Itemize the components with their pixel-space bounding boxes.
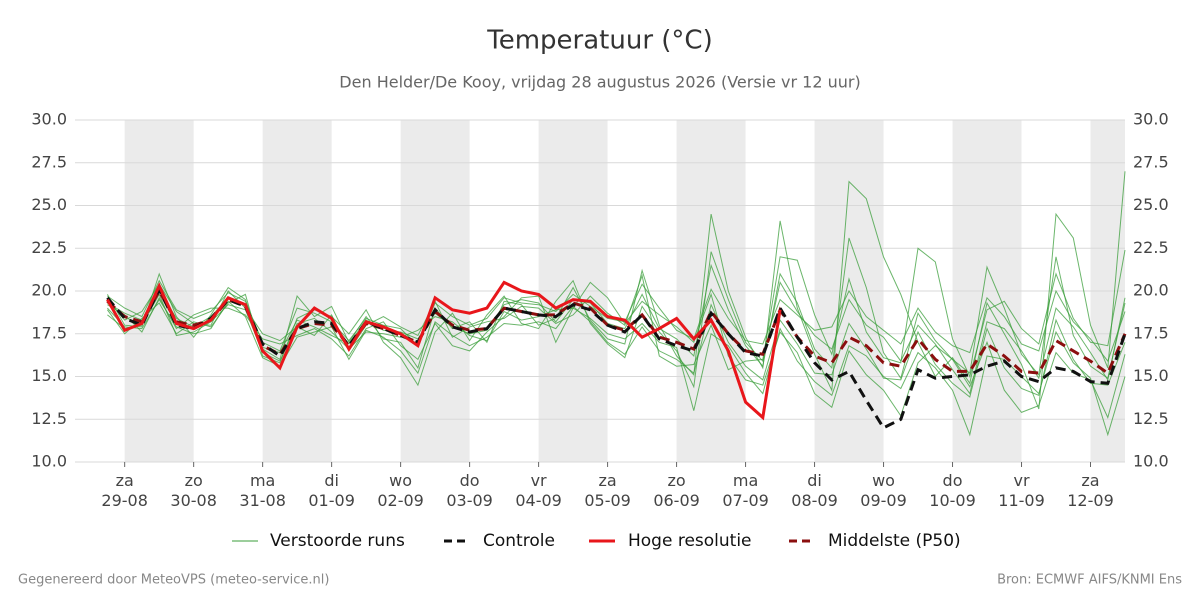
x-tick-label: za 12-09 <box>1067 471 1114 510</box>
x-tick-label: zo 06-09 <box>653 471 700 510</box>
legend-label: Verstoorde runs <box>270 531 405 551</box>
x-tick-label: wo 09-09 <box>860 471 907 510</box>
footer-left: Gegenereerd door MeteoVPS (meteo-service… <box>18 573 329 588</box>
chart-title: Temperatuur (°C) <box>486 26 712 56</box>
y-tick-label: 15.0 <box>31 366 67 385</box>
y2-tick-label: 15.0 <box>1133 366 1169 385</box>
x-tick-label: za 05-09 <box>584 471 631 510</box>
footer-right: Bron: ECMWF AIFS/KNMI Ens <box>997 573 1182 588</box>
y-tick-label: 22.5 <box>31 238 67 257</box>
ensemble-member-line <box>107 293 1126 437</box>
y-tick-label: 27.5 <box>31 152 67 171</box>
legend-label: Hoge resolutie <box>628 531 752 551</box>
chart-subtitle: Den Helder/De Kooy, vrijdag 28 augustus … <box>339 73 860 92</box>
y-tick-label: 12.5 <box>31 409 67 428</box>
x-tick-label: di 08-09 <box>791 471 838 510</box>
x-tick-label: zo 30-08 <box>170 471 217 510</box>
ensemble-member-line <box>107 237 1126 380</box>
y2-tick-label: 30.0 <box>1133 110 1169 129</box>
y2-tick-label: 25.0 <box>1133 195 1169 214</box>
x-tick-label: ma 07-09 <box>722 471 769 510</box>
y2-tick-label: 27.5 <box>1133 152 1169 171</box>
x-tick-label: ma 31-08 <box>239 471 286 510</box>
y-tick-label: 10.0 <box>31 452 67 471</box>
ensemble-member-line <box>107 279 1126 363</box>
legend-label: Controle <box>483 531 555 551</box>
y2-tick-label: 10.0 <box>1133 452 1169 471</box>
y-tick-label: 20.0 <box>31 281 67 300</box>
ensemble-member-line <box>106 251 1126 395</box>
x-tick-label: vr 04-09 <box>515 471 562 510</box>
legend-label: Middelste (P50) <box>828 531 961 551</box>
x-tick-label: vr 11-09 <box>998 471 1045 510</box>
y-tick-label: 25.0 <box>31 195 67 214</box>
y-tick-label: 30.0 <box>31 110 67 129</box>
x-tick-label: di 01-09 <box>308 471 355 510</box>
series-line <box>106 280 782 421</box>
ensemble-member-line <box>107 281 1126 419</box>
x-tick-label: wo 02-09 <box>377 471 424 510</box>
series-line <box>106 285 1127 430</box>
y2-tick-label: 22.5 <box>1133 238 1169 257</box>
y-tick-label: 17.5 <box>31 323 67 342</box>
y2-tick-label: 12.5 <box>1133 409 1169 428</box>
x-tick-label: do 10-09 <box>929 471 976 510</box>
x-tick-label: do 03-09 <box>446 471 493 510</box>
y2-tick-label: 20.0 <box>1133 281 1169 300</box>
y2-tick-label: 17.5 <box>1133 323 1169 342</box>
x-tick-label: za 29-08 <box>101 471 148 510</box>
